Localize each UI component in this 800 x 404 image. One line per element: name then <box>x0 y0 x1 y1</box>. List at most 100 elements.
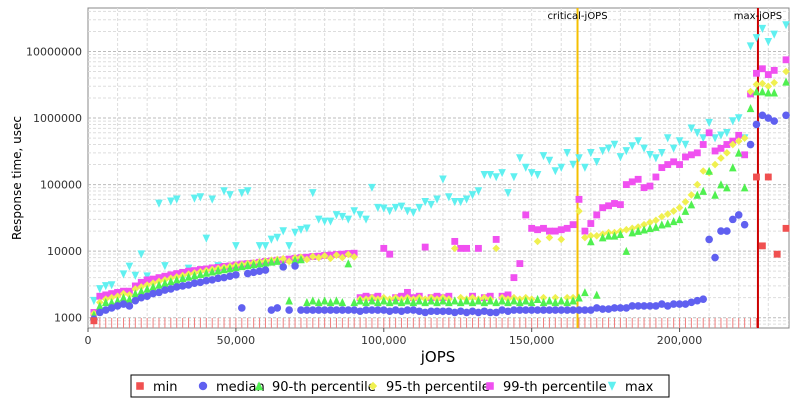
data-point <box>658 220 666 229</box>
data-point <box>90 317 98 325</box>
data-point <box>445 298 453 307</box>
data-point <box>480 307 489 316</box>
data-point <box>581 288 589 297</box>
data-point <box>640 225 648 234</box>
data-point <box>232 263 240 272</box>
data-point <box>729 163 737 172</box>
data-point <box>711 253 719 262</box>
data-point <box>456 293 465 302</box>
data-point <box>611 200 618 207</box>
data-point <box>403 306 412 314</box>
data-point <box>119 300 128 308</box>
data-point <box>155 288 163 297</box>
data-point <box>279 254 288 263</box>
data-point <box>96 285 104 294</box>
data-point <box>350 207 359 216</box>
data-point <box>746 87 755 96</box>
data-point <box>255 267 264 275</box>
data-point <box>397 298 406 307</box>
data-point <box>587 220 595 227</box>
data-point <box>770 78 779 87</box>
data-point <box>149 275 157 283</box>
data-point <box>504 307 512 316</box>
data-point <box>610 231 619 240</box>
data-point <box>551 227 559 235</box>
data-point <box>670 158 678 166</box>
data-point <box>764 114 773 122</box>
data-point <box>326 217 335 226</box>
data-point <box>533 237 542 246</box>
data-point <box>510 274 518 282</box>
data-point <box>114 288 121 296</box>
data-point <box>462 195 471 204</box>
data-point <box>557 306 566 314</box>
data-point <box>587 306 595 314</box>
y-tick-label: 10000000 <box>26 45 82 58</box>
legend-swatch <box>136 382 144 390</box>
data-point <box>362 306 370 314</box>
data-point <box>255 242 264 251</box>
data-point <box>717 227 725 235</box>
data-point <box>320 252 329 260</box>
data-point <box>646 302 654 310</box>
data-point <box>474 308 483 317</box>
data-point <box>391 296 400 305</box>
data-point <box>143 292 151 301</box>
data-point <box>557 235 566 244</box>
data-point <box>711 190 719 199</box>
data-point <box>332 211 341 220</box>
data-point <box>592 157 601 167</box>
data-point <box>699 167 708 175</box>
data-point <box>303 255 311 264</box>
data-point <box>764 88 773 97</box>
data-point <box>196 269 205 279</box>
legend-label: min <box>153 380 178 395</box>
data-point <box>255 259 264 268</box>
data-point <box>711 160 719 169</box>
data-point <box>308 306 317 314</box>
data-point <box>628 142 637 151</box>
data-point <box>610 304 619 312</box>
data-point <box>575 195 583 203</box>
data-point <box>338 253 347 262</box>
data-point <box>533 294 542 303</box>
data-point <box>297 306 305 314</box>
data-point <box>113 302 122 310</box>
data-point <box>569 306 577 314</box>
data-point <box>308 296 317 305</box>
data-point <box>391 203 400 212</box>
data-point <box>575 293 583 302</box>
data-point <box>622 304 631 312</box>
data-point <box>468 191 477 200</box>
data-point <box>545 306 554 314</box>
data-point <box>510 306 518 314</box>
data-point <box>143 284 151 293</box>
data-point <box>178 282 187 290</box>
data-point <box>705 235 713 244</box>
data-point <box>238 262 246 271</box>
legend-label: max <box>625 380 654 395</box>
data-point <box>202 268 211 277</box>
data-point <box>753 173 760 181</box>
legend-swatch <box>607 381 617 391</box>
data-point <box>184 272 193 281</box>
data-point <box>740 183 749 192</box>
data-point <box>297 255 305 264</box>
data-point <box>113 292 122 301</box>
data-point <box>249 268 258 277</box>
data-point <box>267 306 276 314</box>
data-point <box>368 306 376 314</box>
data-point <box>362 298 370 307</box>
data-point <box>314 298 323 307</box>
data-point <box>190 279 199 287</box>
data-point <box>125 294 134 303</box>
data-point <box>338 306 347 314</box>
series-90-th-percentile <box>90 77 790 319</box>
data-point <box>723 183 731 192</box>
data-point <box>764 71 772 78</box>
data-point <box>101 298 110 307</box>
data-point <box>604 144 613 153</box>
data-point <box>167 285 175 293</box>
data-point <box>545 233 554 242</box>
data-point <box>663 210 672 218</box>
